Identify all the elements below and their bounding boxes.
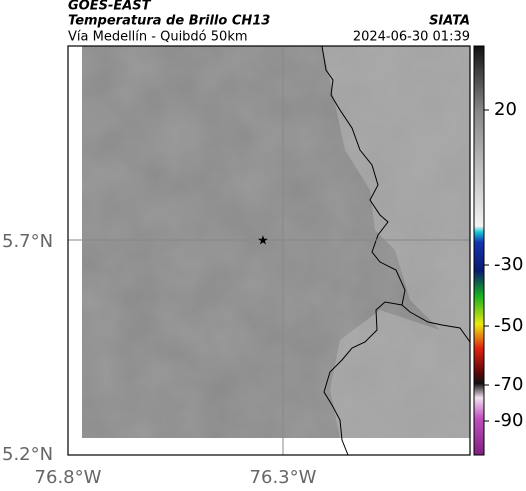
colorbar: [473, 45, 485, 456]
colorbar-tick-label: -50: [494, 315, 523, 336]
colorbar-tick-label: -90: [494, 410, 523, 431]
lon-label: 76.3°W: [250, 467, 317, 488]
border-line: [321, 45, 471, 456]
region-subtitle: Vía Medellín - Quibdó 50km: [68, 30, 248, 45]
colorbar-tick-label: 20: [494, 99, 517, 120]
lat-label: 5.7°N: [2, 231, 53, 252]
lon-label: 76.8°W: [35, 467, 102, 488]
colorbar-tick-label: -30: [494, 254, 523, 275]
lat-label: 5.2°N: [2, 444, 53, 465]
image-texture: [82, 46, 470, 438]
product-title: Temperatura de Brillo CH13: [68, 14, 270, 29]
map-image: ★: [68, 45, 471, 456]
source-label: SIATA: [429, 14, 470, 29]
colorbar-tick-label: -70: [494, 374, 523, 395]
colorbar-ticks: 20 -30 -50 -70 -90: [484, 99, 523, 431]
location-star: ★: [257, 234, 269, 249]
map-frame: [67, 45, 471, 456]
satellite-name: GOES-EAST: [68, 0, 152, 14]
timestamp: 2024-06-30 01:39: [353, 30, 470, 45]
